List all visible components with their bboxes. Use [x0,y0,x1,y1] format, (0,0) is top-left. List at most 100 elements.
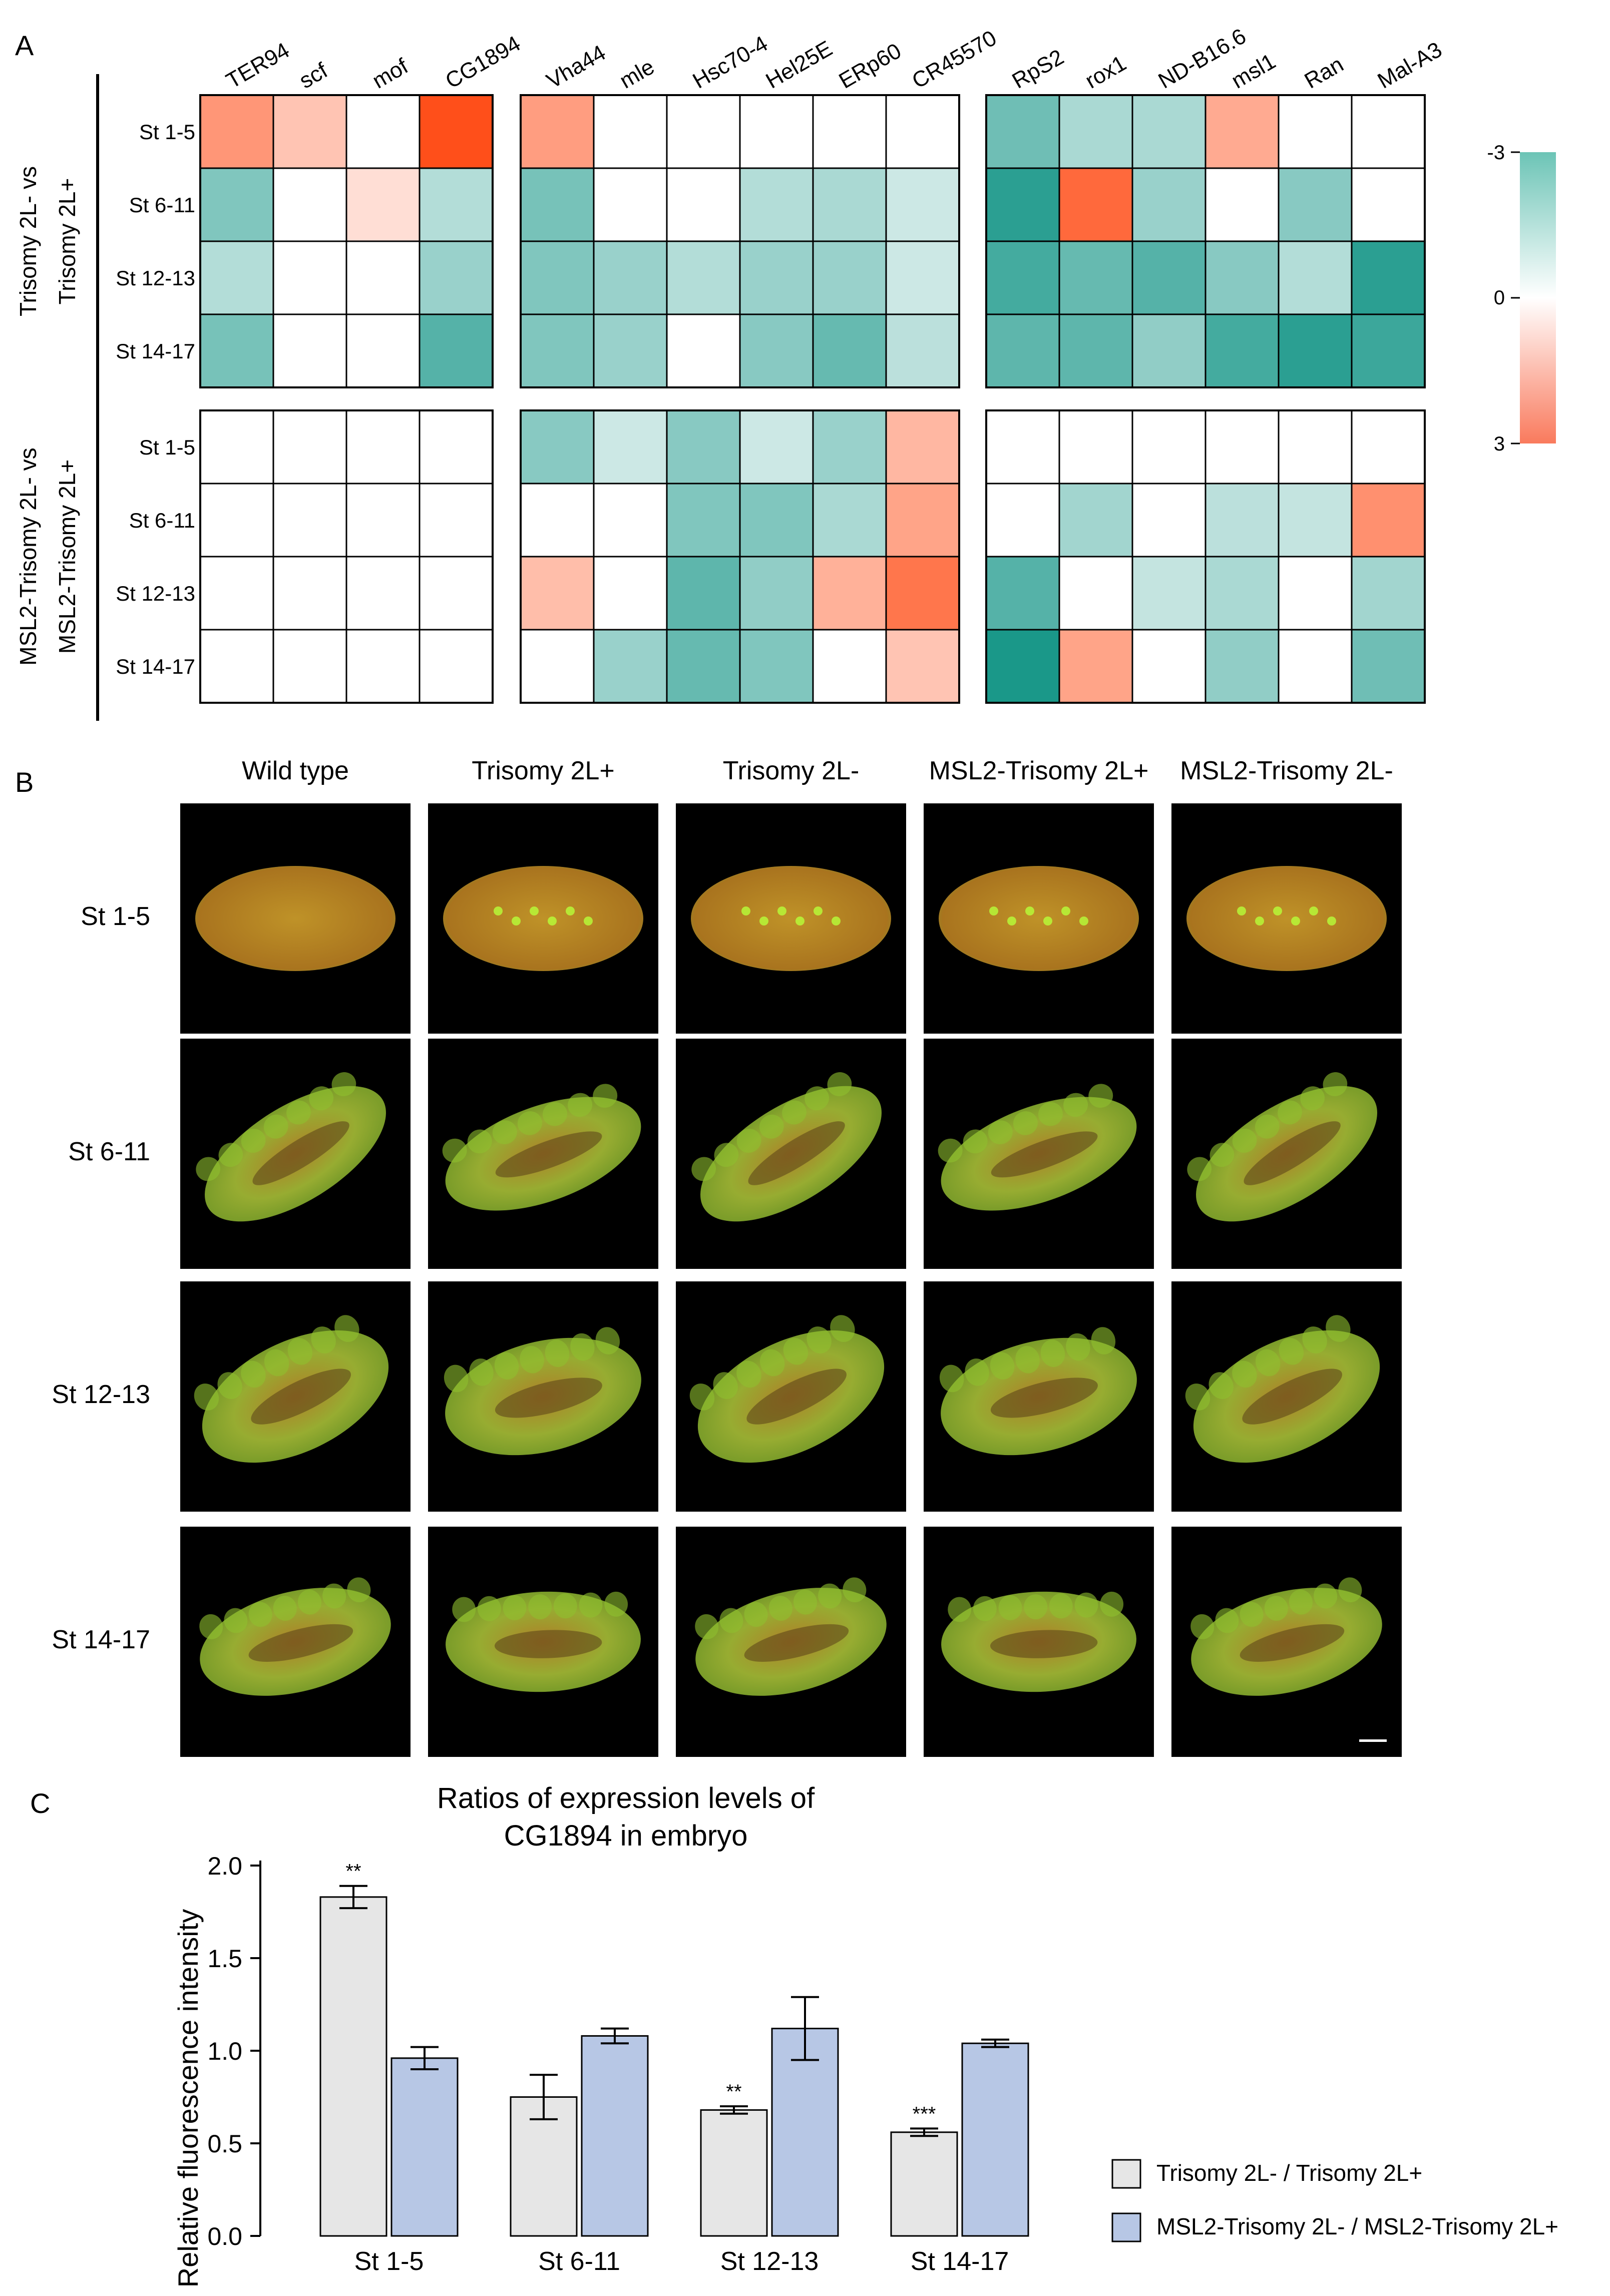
heatmap-cell [1204,556,1280,631]
heatmap-cell [1278,483,1353,558]
stage-row-label: St 1-5 [139,435,195,459]
heatmap-cell [1058,483,1133,558]
x-tick-label: St 1-5 [354,2247,424,2276]
heatmap-block-border [199,409,494,704]
heatmap-cell [1351,629,1426,704]
bar-plot-area: 0.0 0.5 1.0 1.5 2.0 ** St 1-5 St 6-11 ** St 12-13… [207,1852,1029,2276]
heatmap-cell [272,240,347,315]
heatmap-cell [985,313,1060,388]
embryo-shape [941,1591,1136,1692]
heatmap-cell [885,483,960,558]
chart-ylabel: Relative fluorescence intensity [172,1909,204,2287]
embryo-shape [691,1072,882,1222]
embryo-shape [196,1072,386,1222]
bar [771,2028,839,2237]
heatmap-cell [1351,167,1426,242]
embryo-column-label: MSL2-Trisomy 2L- [1180,756,1393,785]
heatmap-cell [593,240,668,315]
heatmap-cell [1351,94,1426,169]
heatmap-cell [345,556,421,631]
embryo-column-label: Wild type [242,756,349,785]
embryo-shape [444,1327,641,1456]
embryo-image [924,1039,1154,1269]
comparison-label-line1: Trisomy 2L- vs [15,166,41,316]
panel-label-c: C [30,1787,50,1819]
embryo-column-label: Trisomy 2L+ [472,756,615,785]
heatmap-cell [739,556,814,631]
stage-row-label: St 1-5 [139,120,195,144]
heatmap-cell [345,629,421,704]
y-tick-label: 0.5 [207,2130,242,2158]
scale-bar [1359,1739,1387,1742]
embryo-shape [442,1084,641,1211]
embryo-image [676,1527,906,1757]
embryo-shape [199,1577,391,1696]
embryo-shape [695,1577,887,1696]
embryo-row-label: St 12-13 [52,1380,150,1409]
embryo-shape [1186,866,1387,971]
heatmap-cell [1278,313,1353,388]
heatmap-cell [345,313,421,388]
stage-row-label: St 6-11 [129,193,195,217]
heatmap-cell [520,94,595,169]
bar [700,2109,768,2237]
bar [581,2035,649,2237]
heatmap-cell [985,167,1060,242]
heatmap-cell [739,167,814,242]
chart-title-line2: CG1894 in embryo [504,1819,748,1852]
embryo-image [1171,1039,1402,1269]
heatmap-cell [593,409,668,485]
embryo-shape [194,1315,389,1463]
embryo-image [428,803,658,1034]
legend-swatch-series-2 [1111,2212,1141,2242]
embryo-image [676,1039,906,1269]
heatmap-cell [593,167,668,242]
heatmap-figure: A TER94 scf mof CG1894 Vha44 mle Hsc70-4Hel25E… [15,24,1556,721]
heatmap-cell [272,94,347,169]
heatmap-cell [345,240,421,315]
embryo-shape [939,866,1139,971]
heatmap-cell [885,313,960,388]
heatmap-cell [199,167,274,242]
x-tick-label: St 14-17 [911,2247,1009,2276]
embryo-column-label: MSL2-Trisomy 2L+ [929,756,1149,785]
heatmap-cell [419,556,494,631]
embryo-shape [1185,1315,1380,1463]
heatmap-cell [885,409,960,485]
heatmap-cell [1204,313,1280,388]
comparison-label-line2: MSL2-Trisomy 2L+ [54,460,80,654]
chart-title-line1: Ratios of expression levels of [437,1782,815,1814]
embryo-image [924,1527,1154,1757]
heatmap-cell [1351,483,1426,558]
embryo-shape [691,866,891,971]
heatmap-cell [593,483,668,558]
heatmap-cell [419,94,494,169]
legend-swatch-series-1 [1111,2159,1141,2189]
heatmap-cell [199,313,274,388]
embryo-image [1171,1281,1402,1512]
heatmap-cell [272,167,347,242]
heatmap-cell [272,556,347,631]
embryo-image [428,1039,658,1269]
colorbar-label-bottom: 3 [1494,433,1505,455]
embryo-shape [1190,1577,1382,1696]
bar-chart: C Ratios of expression levels of CG1894 … [30,1782,1558,2287]
panel-label-b: B [15,766,34,798]
significance-marker: ** [726,2081,741,2103]
heatmap-cell [666,313,741,388]
heatmap-block-border [520,94,960,388]
heatmap-cell [345,409,421,485]
colorbar [1520,152,1556,443]
heatmap-cell [1131,167,1206,242]
embryo-column-label: Trisomy 2L- [722,756,860,785]
bar [319,1896,387,2237]
comparison-label-line2: Trisomy 2L+ [54,178,80,305]
significance-marker: ** [345,1861,361,1883]
heatmap-cell [885,167,960,242]
heatmap-cell [812,556,887,631]
heatmap-cell [1351,240,1426,315]
embryo-row-label: St 1-5 [81,902,150,931]
embryo-image [924,803,1154,1034]
heatmap-cell [1204,629,1280,704]
bar [390,2057,459,2237]
